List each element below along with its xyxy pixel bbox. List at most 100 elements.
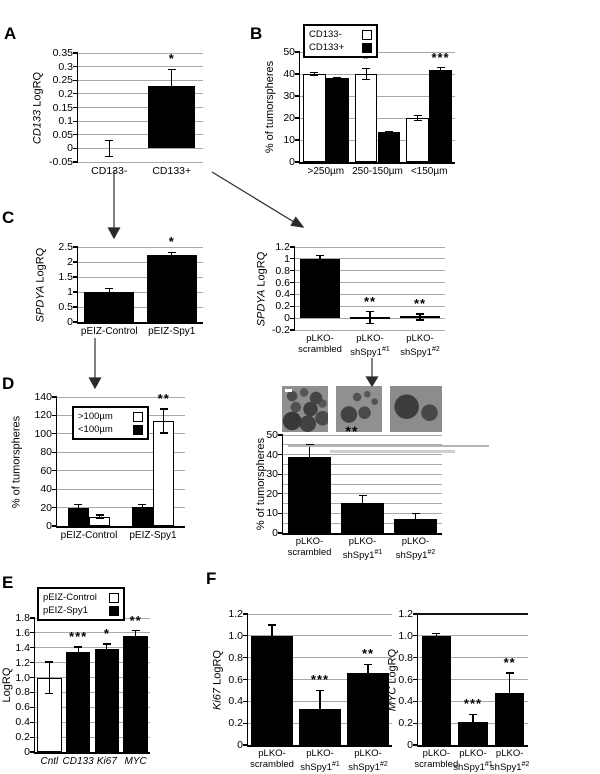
significance-stars: *** <box>69 629 88 645</box>
gridline <box>248 613 392 615</box>
y-tick-label: 0 <box>237 739 243 751</box>
legend-item: pEIZ-Spy1 <box>43 604 119 617</box>
x-category-label: pLKO-scrambled <box>287 536 332 558</box>
legend: CD133- CD133+ <box>303 24 378 58</box>
legend: pEIZ-Control pEIZ-Spy1 <box>37 587 125 621</box>
error-bar <box>171 252 173 257</box>
legend-swatch <box>109 592 119 603</box>
y-tick-mark <box>73 321 78 323</box>
x-category-label: 250-150µm <box>352 166 403 177</box>
y-axis <box>55 397 57 526</box>
error-bar-cap <box>384 132 393 134</box>
error-bar-cap <box>432 633 441 635</box>
x-axis <box>298 162 455 164</box>
error-bar <box>369 311 371 324</box>
y-tick-label: 30 <box>283 90 295 102</box>
gridline <box>283 444 442 446</box>
y-axis <box>281 435 283 533</box>
bar-pLKO-scrambled <box>251 635 293 745</box>
y-tick-mark <box>52 488 57 490</box>
x-axis <box>76 322 203 324</box>
y-tick-label: 0.2 <box>275 300 290 313</box>
error-bar-cap <box>469 713 477 716</box>
bar-CD133- <box>406 118 430 162</box>
gridline <box>35 691 150 693</box>
y-tick-label: -0.2 <box>271 324 290 336</box>
error-bar <box>435 633 437 638</box>
error-bar-cap <box>105 155 114 158</box>
error-bar <box>163 408 165 433</box>
error-bar-cap <box>364 681 372 683</box>
gridline <box>283 483 442 485</box>
error-bar-cap <box>74 509 83 511</box>
x-axis <box>246 745 392 747</box>
arrowhead-icon <box>290 216 305 228</box>
error-bar-cap <box>316 689 324 691</box>
y-tick-mark <box>295 73 300 75</box>
y-tick-mark <box>52 525 57 527</box>
significance-stars: ** <box>157 390 170 406</box>
y-tick-mark <box>73 161 78 163</box>
arrowhead-icon <box>88 377 102 390</box>
x-category-label: pEIZ-Control <box>80 326 138 337</box>
gridline <box>78 291 203 293</box>
error-bar <box>319 690 321 728</box>
error-bar <box>509 672 511 713</box>
error-bar-cap <box>167 256 176 258</box>
y-axis-title: SPDYA LogRQ <box>255 251 267 326</box>
bar-CD133 <box>65 652 91 752</box>
x-category-label: Ki67 <box>96 756 117 767</box>
y-tick-mark <box>73 52 78 54</box>
x-category-label: >250µm <box>307 166 345 177</box>
error-bar-cap <box>74 656 83 659</box>
y-tick-mark <box>243 700 248 702</box>
gridline <box>418 657 528 659</box>
error-bar-cap <box>167 101 176 103</box>
legend-label: >100µm <box>78 411 113 422</box>
error-bar-cap <box>95 514 104 516</box>
gridline <box>78 134 203 136</box>
panel-label-c: C <box>2 208 15 227</box>
legend-label: pEIZ-Control <box>43 592 97 603</box>
error-bar-cap <box>131 640 140 642</box>
y-tick-mark <box>73 79 78 81</box>
y-tick-mark <box>73 93 78 95</box>
y-tick-mark <box>243 678 248 681</box>
y-tick-label: 40 <box>40 483 52 496</box>
legend-label: <100µm <box>78 424 113 435</box>
x-category-label: pLKO-scrambled <box>414 748 459 770</box>
x-category-label: pLKO-shSpy1#1 <box>350 333 390 358</box>
bar-pEIZ-Control <box>84 292 135 322</box>
error-bar-cap <box>436 67 445 69</box>
y-tick-mark <box>243 635 248 637</box>
y-tick-label: 0.2 <box>398 717 413 730</box>
error-bar <box>472 714 474 730</box>
y-tick-label: 1.5 <box>58 271 73 283</box>
y-tick-label: 0.35 <box>52 47 73 59</box>
y-tick-mark <box>30 736 35 738</box>
y-axis <box>33 618 35 752</box>
error-bar-cap <box>305 467 314 469</box>
y-tick-label: 50 <box>266 429 278 441</box>
y-tick-label: 40 <box>283 68 295 80</box>
y-axis <box>298 52 300 162</box>
error-bar <box>271 624 273 647</box>
error-bar <box>108 140 110 157</box>
y-tick-label: 0.1 <box>58 115 73 128</box>
error-bar <box>108 288 110 296</box>
y-tick-mark <box>243 657 248 659</box>
gridline <box>300 95 455 97</box>
bar-CD133- <box>303 74 326 162</box>
y-axis-title: % of tumorspheres <box>10 415 22 508</box>
y-tick-label: 0 <box>272 527 278 539</box>
gridline <box>78 79 203 81</box>
bar->100µm <box>153 420 175 526</box>
y-tick-mark <box>290 293 295 296</box>
error-bar-cap <box>469 729 477 731</box>
error-bar-cap <box>333 76 342 78</box>
gridline <box>418 612 528 616</box>
x-axis <box>55 526 185 528</box>
y-tick-mark <box>30 721 35 723</box>
x-category-label: MYC <box>124 756 147 767</box>
y-tick-mark <box>278 493 283 495</box>
